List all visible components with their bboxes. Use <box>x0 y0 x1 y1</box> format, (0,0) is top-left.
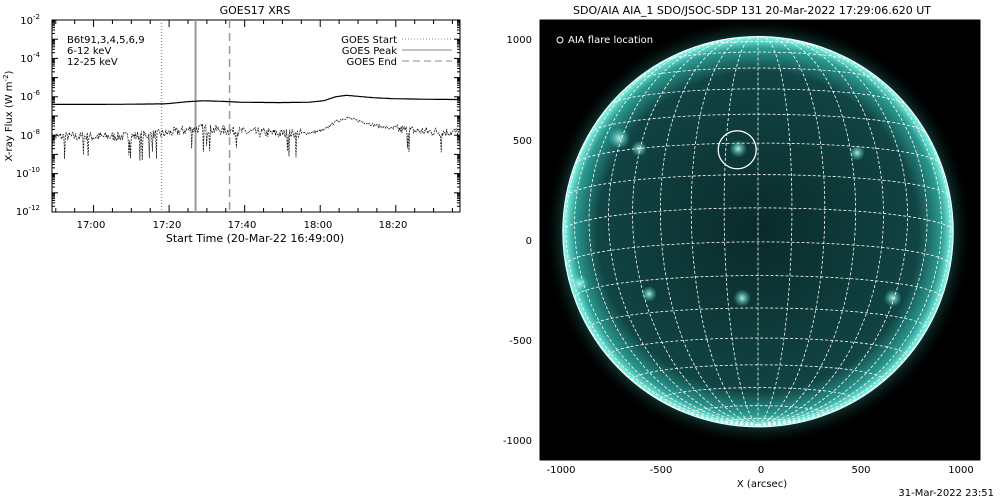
goes-ytick-label: 10-2 <box>20 13 40 27</box>
grid-latitude-line <box>632 364 884 381</box>
aia-flare-point <box>717 130 757 170</box>
goes-plot-area <box>51 19 461 213</box>
aia-ytick-label: 0 <box>526 236 532 247</box>
aia-y-tick-labels: 1000 500 0 -500 -1000 <box>503 35 532 447</box>
aia-legend-label: AIA flare location <box>568 35 653 46</box>
aia-xtick-label: 500 <box>851 465 870 476</box>
aia-axis-ticks <box>540 20 980 460</box>
goes-series-6-12-kev <box>51 116 461 162</box>
goes-series <box>51 94 461 162</box>
grid-longitude-line <box>588 41 759 426</box>
active-region <box>849 144 866 161</box>
aia-flare-location-marker <box>717 130 757 170</box>
goes-ytick-label: 10-6 <box>20 89 40 103</box>
active-region <box>608 127 631 150</box>
grid-longitude-line <box>574 47 759 426</box>
goes-band-low-label: 6-12 keV <box>67 46 111 57</box>
grid-latitude-line <box>663 51 853 62</box>
goes-xtick-label: 17:40 <box>228 220 257 231</box>
goes-legend: GOES Start GOES Peak GOES End <box>341 35 452 68</box>
goes-y-axis-label: X-ray Flux (W m-2) <box>2 70 15 161</box>
goes-title: GOES17 XRS <box>220 4 291 17</box>
grid-longitude-line <box>659 36 759 426</box>
goes-xtick-label: 18:00 <box>304 220 333 231</box>
goes-xtick-label: 18:20 <box>379 220 408 231</box>
grid-longitude-line <box>757 231 954 426</box>
grid-longitude-line <box>757 38 884 426</box>
goes-plot-frame <box>51 19 461 213</box>
aia-ytick-label: -1000 <box>503 436 532 447</box>
grid-longitude-line <box>565 72 759 426</box>
grid-longitude-line <box>757 36 826 426</box>
grid-latitude-line <box>723 418 793 423</box>
goes-band-high-label: 12-25 keV <box>67 57 118 68</box>
goes-ytick-label: 10-8 <box>20 128 40 142</box>
goes-y-ticks <box>52 19 460 213</box>
grid-longitude-line <box>757 72 951 426</box>
aia-xtick-label: 1000 <box>948 465 973 476</box>
aia-heliographic-grid <box>562 36 954 426</box>
aia-panel: SDO/AIA AIA_1 SDO/JSOC-SDP 131 20-Mar-20… <box>503 4 981 490</box>
goes-y-tick-labels: 10-2 10-4 10-6 10-8 10-10 10-12 <box>16 13 41 218</box>
aia-title: SDO/AIA AIA_1 SDO/JSOC-SDP 131 20-Mar-20… <box>573 4 931 17</box>
aia-plot-frame <box>539 19 981 461</box>
grid-latitude-line <box>695 41 821 48</box>
aia-xtick-label: -500 <box>650 465 673 476</box>
active-region <box>641 286 657 302</box>
goes-xtick-label: 17:20 <box>153 220 182 231</box>
grid-longitude-line <box>757 47 942 426</box>
legend-goes-peak-label: GOES Peak <box>342 46 397 57</box>
aia-x-axis-label: X (arcsec) <box>737 479 787 490</box>
legend-goes-end-label: GOES End <box>347 57 397 68</box>
grid-longitude-line <box>757 36 857 426</box>
active-region <box>733 289 752 308</box>
goes-x-tick-labels: 17:00 17:20 17:40 18:00 18:20 <box>77 220 408 231</box>
grid-latitude-line <box>565 241 951 266</box>
aia-ytick-label: -500 <box>509 336 532 347</box>
aia-ytick-label: 1000 <box>507 35 532 46</box>
goes-x-axis-label: Start Time (20-Mar-22 16:49:00) <box>166 232 344 245</box>
grid-latitude-line <box>574 275 942 299</box>
legend-goes-start-label: GOES Start <box>341 35 397 46</box>
footer-timestamp: 31-Mar-2022 23:51 <box>898 488 994 499</box>
grid-longitude-line <box>690 36 759 426</box>
active-region <box>883 289 902 308</box>
aia-xtick-label: -1000 <box>546 465 575 476</box>
aia-solar-disk <box>562 36 954 427</box>
active-region <box>570 274 589 293</box>
goes-ytick-label: 10-10 <box>16 166 40 180</box>
goes-panel: GOES17 XRS 10-2 10-4 10-6 10-8 10-10 10-… <box>2 4 461 245</box>
grid-longitude-line <box>757 36 793 426</box>
goes-x-ticks <box>55 20 453 212</box>
grid-longitude-line <box>757 41 928 426</box>
aia-image-area: AIA flare location <box>540 20 980 460</box>
grid-longitude-line <box>608 38 759 426</box>
grid-longitude-line <box>562 231 759 426</box>
grid-longitude-line <box>757 38 909 426</box>
goes-xtick-label: 17:00 <box>77 220 106 231</box>
goes-event-markers <box>160 20 231 212</box>
aia-x-tick-labels: -1000 -500 0 500 1000 <box>546 465 973 476</box>
goes-ytick-label: 10-4 <box>20 51 40 65</box>
aia-ytick-label: 500 <box>513 136 532 147</box>
goes-band-header: B6t91,3,4,5,6,9 <box>67 35 145 46</box>
aia-xtick-label: 0 <box>758 465 764 476</box>
goes-series-12-25-kev <box>52 94 460 105</box>
grid-longitude-line <box>632 38 759 426</box>
aia-legend-marker <box>556 36 564 44</box>
grid-longitude-line <box>723 36 759 426</box>
aia-limb-outline <box>562 35 954 428</box>
goes-ytick-label: 10-12 <box>16 204 40 218</box>
active-region <box>729 139 748 158</box>
